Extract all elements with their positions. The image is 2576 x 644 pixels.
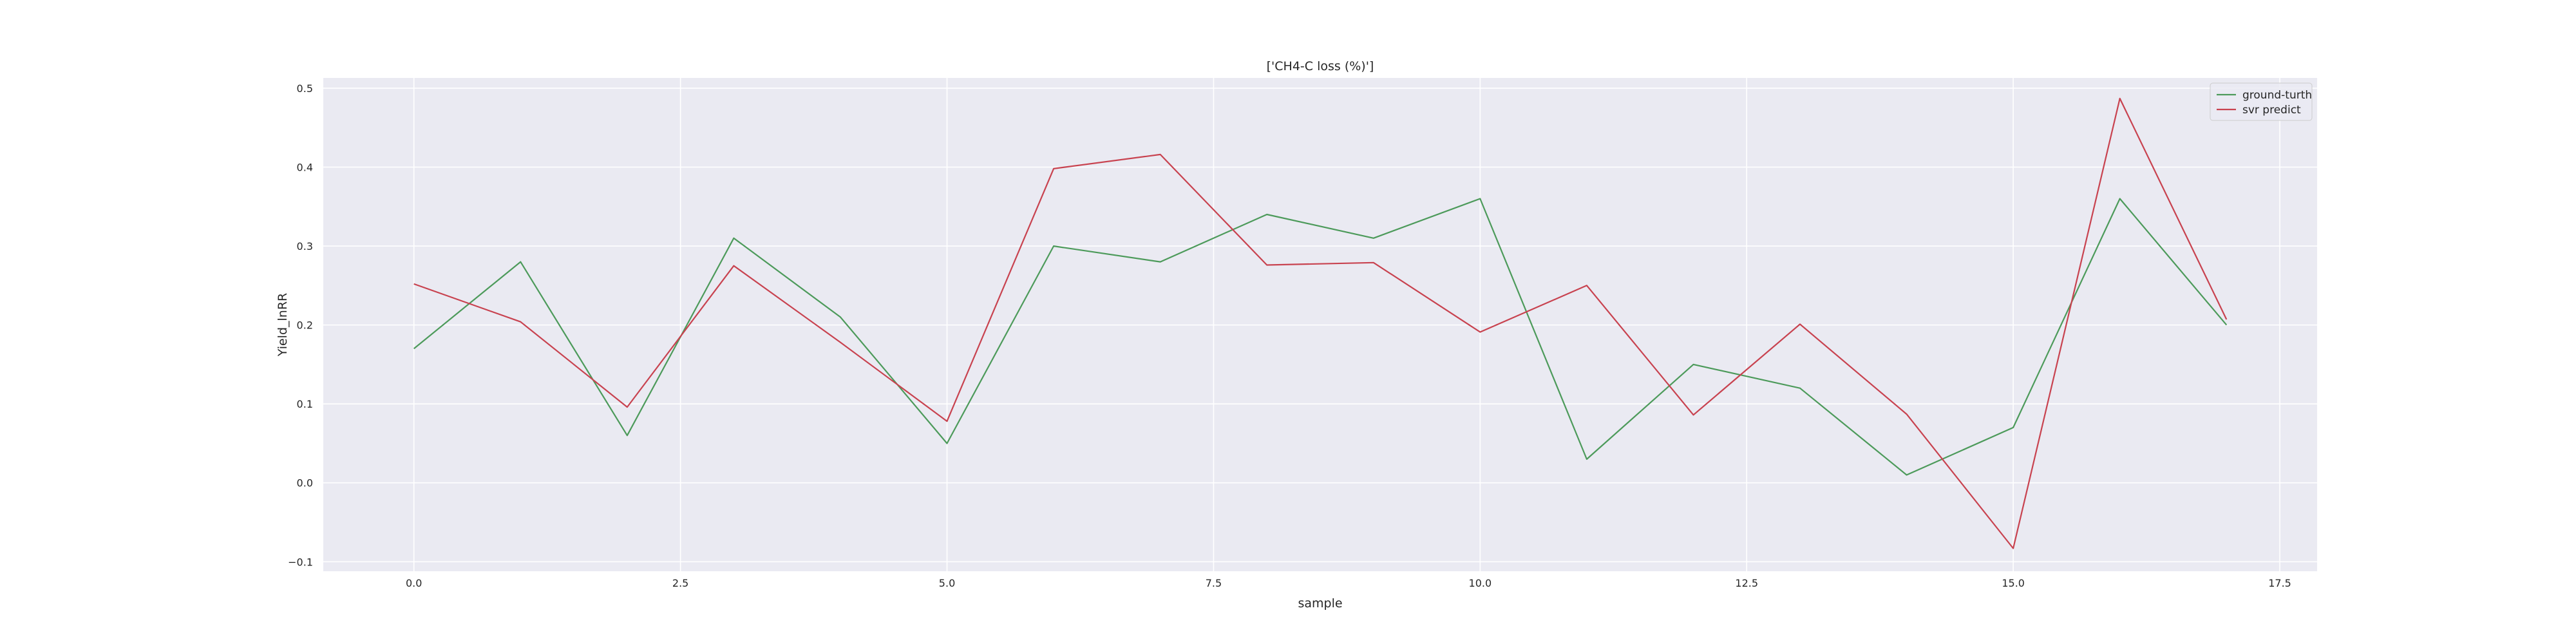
ticks: 0.0 2.5 5.0 7.5 10.0 12.5 15.0 17.5 −0.1 0.0 0.1 0.…: [288, 82, 2291, 589]
legend-box: [2210, 82, 2313, 121]
x-axis-label: sample: [1298, 596, 1342, 611]
x-tick-label: 12.5: [1735, 577, 1758, 589]
y-tick-label: 0.2: [297, 319, 313, 332]
chart-title: ['CH4-C loss (%)']: [1267, 59, 1374, 73]
series-line-0: [413, 198, 2228, 476]
y-tick-label: 0.0: [297, 477, 313, 489]
y-tick-label: 0.1: [297, 398, 313, 410]
x-tick-label: 2.5: [672, 577, 688, 589]
x-tick-label: 5.0: [939, 577, 955, 589]
y-axis-label: Yield_lnRR: [276, 293, 290, 357]
y-tick-label: 0.5: [297, 82, 313, 95]
x-tick-label: 17.5: [2268, 577, 2291, 589]
x-tick-label: 10.0: [1469, 577, 1492, 589]
legend: ground-turth svr predict: [2210, 82, 2313, 121]
y-tick-label: 0.4: [297, 161, 313, 173]
y-tick-label: −0.1: [288, 556, 313, 568]
x-tick-label: 7.5: [1206, 577, 1222, 589]
x-tick-label: 15.0: [2002, 577, 2025, 589]
x-tick-label: 0.0: [406, 577, 422, 589]
series-lines: [413, 97, 2228, 549]
grid: [323, 78, 2317, 571]
legend-label: svr predict: [2242, 104, 2301, 117]
series-line-1: [413, 97, 2228, 549]
y-tick-label: 0.3: [297, 240, 313, 252]
legend-label: ground-turth: [2242, 89, 2312, 102]
